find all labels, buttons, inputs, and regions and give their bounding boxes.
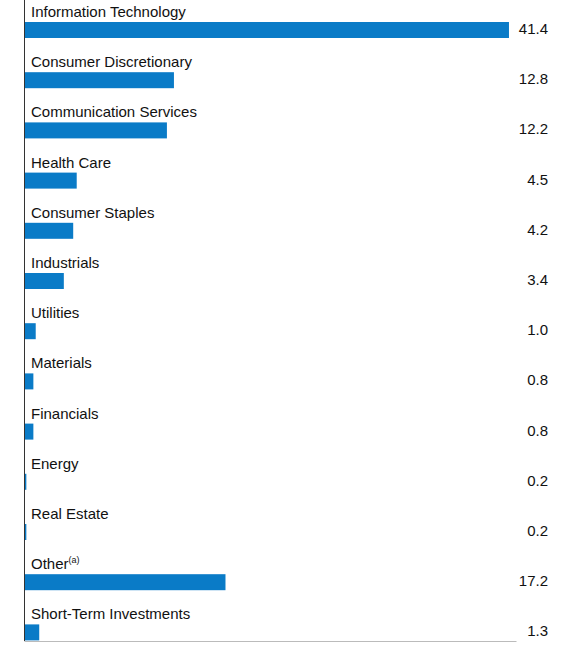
- bar: [24, 373, 33, 389]
- category-label: Real Estate: [31, 505, 109, 522]
- bar: [24, 424, 33, 440]
- category-label: Consumer Discretionary: [31, 53, 192, 70]
- data-label: 4.2: [527, 221, 548, 238]
- data-label: 1.0: [527, 321, 548, 338]
- category-label: Consumer Staples: [31, 204, 154, 221]
- category-label: Other(a): [31, 555, 80, 572]
- data-label: 1.3: [527, 622, 548, 639]
- category-label: Energy: [31, 455, 79, 472]
- bar: [24, 122, 167, 138]
- category-label: Information Technology: [31, 3, 186, 20]
- data-label: 0.2: [527, 472, 548, 489]
- category-label: Industrials: [31, 254, 99, 271]
- data-label: 12.8: [519, 70, 548, 87]
- bar: [24, 22, 509, 38]
- category-label: Financials: [31, 405, 99, 422]
- data-labels: 41.4 12.8 12.2 4.5 4.2 3.4 1.0 0.8 0.8 0.2 0.2 17.2…: [519, 20, 548, 639]
- category-label: Health Care: [31, 154, 111, 171]
- bar: [24, 323, 36, 339]
- data-label: 3.4: [527, 271, 548, 288]
- data-label: 0.2: [527, 522, 548, 539]
- category-label: Materials: [31, 354, 92, 371]
- data-label: 0.8: [527, 422, 548, 439]
- bar: [24, 72, 174, 88]
- bar: [24, 273, 64, 289]
- data-label: 0.8: [527, 371, 548, 388]
- x-axis-line: [25, 641, 517, 642]
- bar: [24, 223, 73, 239]
- chart: Information Technology Consumer Discretio…: [0, 0, 573, 648]
- bars: [24, 22, 509, 640]
- category-label: Short-Term Investments: [31, 605, 190, 622]
- category-label: Utilities: [31, 304, 79, 321]
- y-axis-line: [24, 0, 25, 641]
- x-axis: [25, 641, 517, 642]
- bar: [24, 624, 39, 640]
- category-label: Communication Services: [31, 103, 197, 120]
- bar: [24, 173, 77, 189]
- data-label: 17.2: [519, 572, 548, 589]
- data-label: 4.5: [527, 171, 548, 188]
- category-labels: Information Technology Consumer Discretio…: [31, 3, 197, 622]
- data-label: 12.2: [519, 120, 548, 137]
- bar: [24, 574, 225, 590]
- data-label: 41.4: [519, 20, 548, 37]
